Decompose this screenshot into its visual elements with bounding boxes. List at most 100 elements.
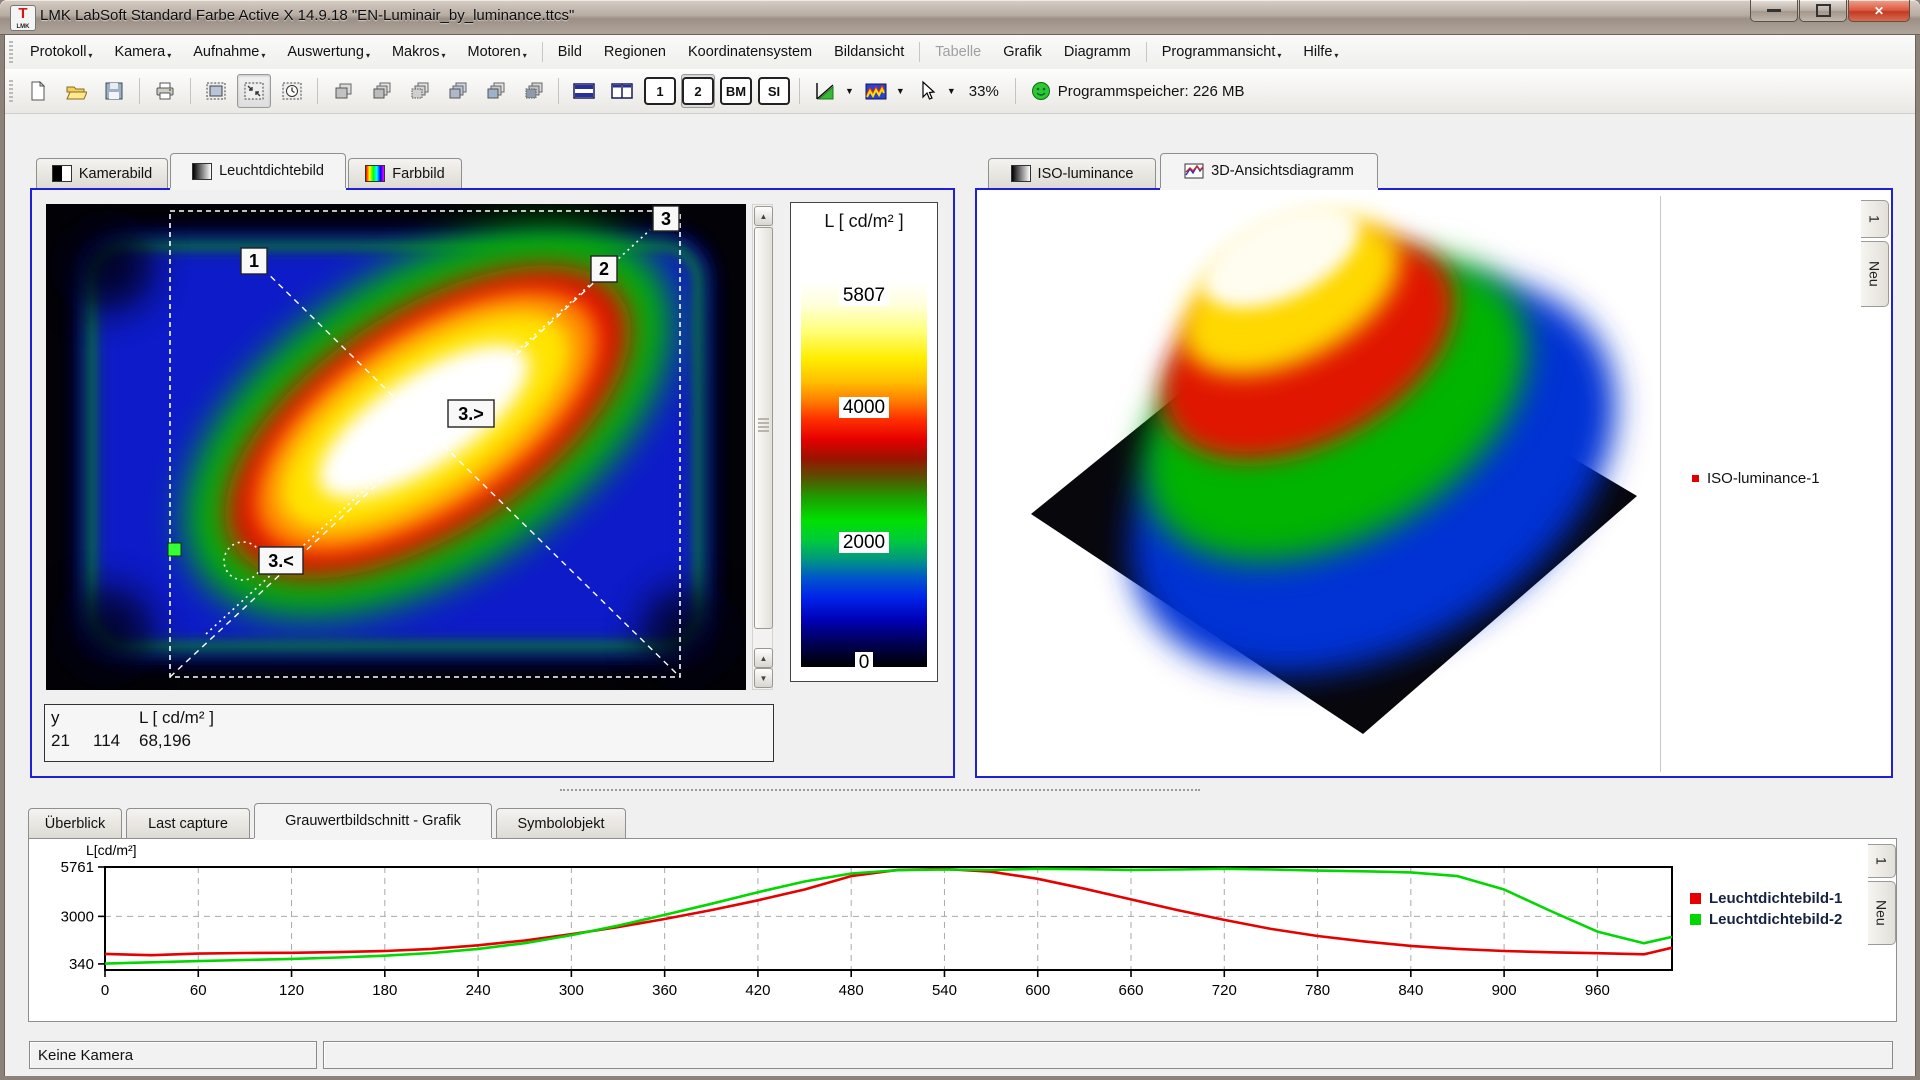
menu-grip-handle[interactable] (9, 41, 13, 63)
svg-text:660: 660 (1118, 982, 1143, 999)
svg-text:3.>: 3.> (458, 404, 484, 424)
menu-programmansicht[interactable]: Programmansicht▾ (1151, 40, 1293, 64)
menu-kamera[interactable]: Kamera▾ (103, 40, 182, 64)
tab-kamerabild[interactable]: Kamerabild (36, 158, 168, 188)
image-stack-button-3[interactable] (402, 74, 436, 108)
svg-text:2: 2 (599, 259, 609, 279)
minimize-button[interactable] (1750, 0, 1798, 22)
tab-ueberblick[interactable]: Überblick (28, 808, 122, 838)
svg-text:540: 540 (932, 982, 957, 999)
title-bar: T LMK LMK LabSoft Standard Farbe Active … (0, 0, 1920, 35)
tab-last-capture[interactable]: Last capture (126, 808, 250, 838)
3d-surface-plot[interactable] (985, 196, 1653, 772)
svg-text:420: 420 (745, 982, 770, 999)
luminance-profile-chart[interactable]: 0601201802403003604204805406006607207808… (30, 842, 1870, 1018)
region-marker-3-min[interactable]: 3.< (259, 547, 303, 574)
scroll-up-button[interactable]: ▲ (754, 206, 773, 226)
tab-grauwertbildschnitt-grafik[interactable]: Grauwertbildschnitt - Grafik (254, 803, 492, 838)
svg-text:900: 900 (1492, 982, 1517, 999)
horizontal-splitter[interactable] (560, 789, 1200, 791)
scroll-down-button[interactable]: ▼ (754, 668, 773, 688)
scaling-lin-button[interactable] (808, 74, 842, 108)
image-stack-button-5[interactable] (478, 74, 512, 108)
save-button[interactable] (97, 74, 131, 108)
scroll-up-small-button[interactable]: ▲ (754, 648, 773, 668)
tab-3d-ansichtsdiagramm[interactable]: 3D-Ansichtsdiagramm (1160, 153, 1378, 188)
3d-side-tab-neu[interactable]: Neu (1861, 241, 1889, 307)
tab-label: Leuchtdichtebild (219, 163, 324, 179)
chart-legend: Leuchtdichtebild-1 Leuchtdichtebild-2 (1690, 888, 1842, 930)
tab-leuchtdichtebild[interactable]: Leuchtdichtebild (170, 153, 346, 188)
menu-auswertung[interactable]: Auswertung▾ (276, 40, 381, 64)
chart-side-tabs: 1 Neu (1868, 844, 1896, 945)
view-split-vertical-button[interactable] (605, 74, 639, 108)
menu-grafik[interactable]: Grafik (992, 40, 1053, 64)
toolbar-separator (799, 78, 800, 104)
tab-symbolobjekt[interactable]: Symbolobjekt (496, 808, 626, 838)
svg-text:120: 120 (279, 982, 304, 999)
capture-sequence-button[interactable] (199, 74, 233, 108)
menu-label: Makros (392, 44, 440, 60)
view-split-horizontal-button[interactable] (567, 74, 601, 108)
menu-protokoll[interactable]: Protokoll▾ (19, 40, 103, 64)
view-2-label: 2 (682, 77, 714, 105)
view-dual-button[interactable]: 2 (681, 74, 715, 108)
bm-button[interactable]: BM (719, 74, 753, 108)
menu-regionen[interactable]: Regionen (593, 40, 677, 64)
palette-button[interactable] (859, 74, 893, 108)
image-stack-button-4[interactable] (440, 74, 474, 108)
menu-makros[interactable]: Makros▾ (381, 40, 457, 64)
cursor-tool-button[interactable] (910, 74, 944, 108)
si-button[interactable]: SI (757, 74, 791, 108)
region-marker-3[interactable]: 3 (653, 206, 679, 231)
menu-bildansicht[interactable]: Bildansicht (823, 40, 915, 64)
maximize-button[interactable] (1799, 0, 1847, 22)
svg-text:780: 780 (1305, 982, 1330, 999)
tab-farbbild[interactable]: Farbbild (348, 158, 462, 188)
luminance-false-color-image[interactable]: 1 2 3 3.> 3.< (46, 204, 746, 690)
svg-text:1: 1 (249, 251, 259, 271)
image-stack-button-6[interactable] (516, 74, 550, 108)
image-stack-button-1[interactable] (326, 74, 360, 108)
3d-legend-label: ISO-luminance-1 (1707, 470, 1820, 487)
menu-label: Programmansicht (1162, 44, 1276, 60)
image-vertical-scrollbar[interactable]: ▲ ▲ ▼ (752, 204, 773, 690)
view-single-button[interactable]: 1 (643, 74, 677, 108)
app-logo-icon: T LMK (10, 5, 36, 31)
selection-handle[interactable] (168, 543, 181, 556)
toolbar-separator (317, 78, 318, 104)
chart-side-tab-neu[interactable]: Neu (1868, 881, 1896, 945)
image-stack-button-2[interactable] (364, 74, 398, 108)
menu-hilfe[interactable]: Hilfe▾ (1292, 40, 1349, 64)
menu-bar: Protokoll▾ Kamera▾ Aufnahme▾ Auswertung▾… (5, 35, 1915, 70)
capture-single-button[interactable] (237, 74, 271, 108)
capture-time-button[interactable] (275, 74, 309, 108)
open-file-button[interactable] (59, 74, 93, 108)
scaling-dropdown-arrow[interactable]: ▼ (845, 86, 854, 96)
menu-label: Kamera (114, 44, 165, 60)
region-marker-3-max[interactable]: 3.> (448, 400, 494, 427)
legend-label: Leuchtdichtebild-1 (1709, 890, 1842, 907)
palette-dropdown-arrow[interactable]: ▼ (896, 86, 905, 96)
menu-aufnahme[interactable]: Aufnahme▾ (182, 40, 276, 64)
chart-side-tab-1[interactable]: 1 (1868, 844, 1896, 878)
menu-bild[interactable]: Bild (547, 40, 593, 64)
iso-luminance-icon (1011, 165, 1031, 182)
region-marker-1[interactable]: 1 (241, 248, 267, 274)
maximize-icon (1816, 4, 1831, 17)
print-button[interactable] (148, 74, 182, 108)
scroll-thumb[interactable] (754, 227, 773, 629)
menu-diagramm[interactable]: Diagramm (1053, 40, 1142, 64)
toolbar-grip-handle[interactable] (9, 80, 13, 102)
menu-motoren[interactable]: Motoren▾ (457, 40, 538, 64)
new-document-button[interactable] (21, 74, 55, 108)
tab-iso-luminance[interactable]: ISO-luminance (988, 158, 1156, 188)
cursor-dropdown-arrow[interactable]: ▼ (947, 86, 956, 96)
3d-side-tab-1[interactable]: 1 (1861, 200, 1889, 238)
app-logo-text: LMK (11, 24, 35, 30)
menu-koordinatensystem[interactable]: Koordinatensystem (677, 40, 823, 64)
close-button[interactable]: ✕ (1848, 0, 1910, 22)
region-marker-2[interactable]: 2 (591, 256, 617, 282)
svg-text:720: 720 (1212, 982, 1237, 999)
svg-text:360: 360 (652, 982, 677, 999)
